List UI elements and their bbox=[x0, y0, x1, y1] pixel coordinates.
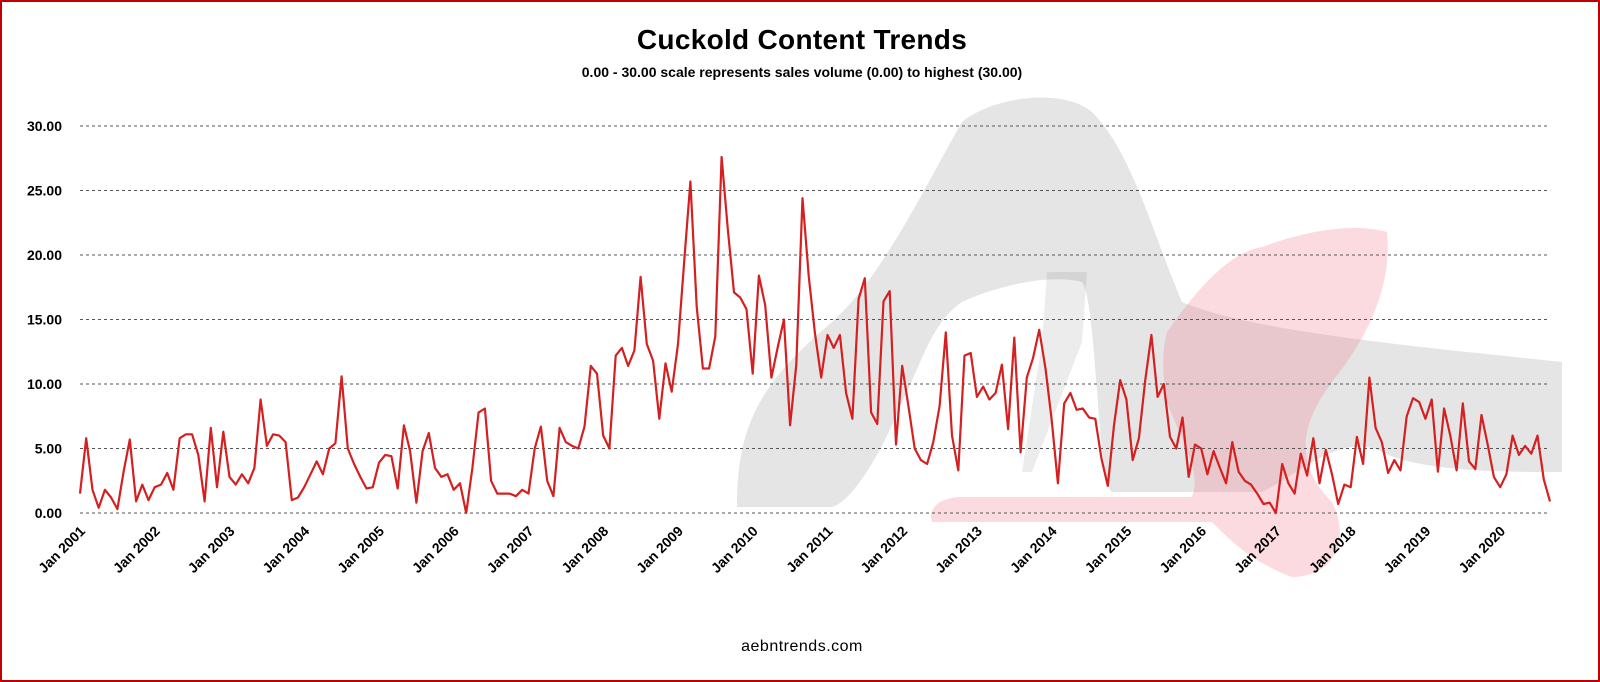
x-tick-label: Jan 2014 bbox=[1007, 523, 1060, 576]
x-tick-label: Jan 2008 bbox=[558, 523, 611, 576]
x-tick-label: Jan 2004 bbox=[259, 523, 312, 576]
series-line bbox=[78, 155, 1552, 515]
y-tick-label: 5.00 bbox=[35, 441, 62, 457]
background-photo bbox=[737, 97, 1562, 577]
chart-subtitle: 0.00 - 30.00 scale represents sales volu… bbox=[581, 64, 1023, 80]
x-tick-label: Jan 2019 bbox=[1380, 523, 1433, 576]
x-tick-label: Jan 2003 bbox=[184, 523, 237, 576]
source-footer: aebntrends.com bbox=[741, 638, 863, 655]
x-tick-label: Jan 2007 bbox=[483, 523, 536, 576]
x-tick-label: Jan 2012 bbox=[857, 523, 910, 576]
y-tick-label: 20.00 bbox=[27, 247, 62, 263]
chart-title: Cuckold Content Trends bbox=[636, 24, 968, 55]
x-tick-label: Jan 2011 bbox=[783, 523, 836, 576]
y-tick-label: 30.00 bbox=[27, 118, 62, 134]
x-tick-label: Jan 2013 bbox=[932, 523, 985, 576]
y-tick-label: 15.00 bbox=[27, 312, 62, 328]
x-tick-label: Jan 2015 bbox=[1081, 523, 1134, 576]
y-tick-label: 10.00 bbox=[27, 376, 62, 392]
series-line-path bbox=[78, 155, 1552, 515]
y-gridlines bbox=[80, 125, 1550, 514]
x-tick-label: Jan 2009 bbox=[633, 523, 686, 576]
y-tick-label: 0.00 bbox=[35, 505, 62, 521]
x-tick-label: Jan 2006 bbox=[409, 523, 462, 576]
y-tick-label: 25.00 bbox=[27, 183, 62, 199]
shoe-image bbox=[737, 97, 1562, 507]
panty-image bbox=[931, 227, 1388, 577]
y-axis-ticks: 0.00 5.00 10.00 15.00 20.00 25.00 30.00 bbox=[27, 118, 62, 521]
x-tick-label: Jan 2005 bbox=[334, 523, 387, 576]
heel-image bbox=[1022, 272, 1087, 472]
x-tick-label: Jan 2001 bbox=[35, 523, 88, 576]
x-tick-label: Jan 2016 bbox=[1156, 523, 1209, 576]
x-tick-label: Jan 2010 bbox=[708, 523, 761, 576]
x-tick-label: Jan 2020 bbox=[1455, 523, 1508, 576]
x-tick-label: Jan 2002 bbox=[110, 523, 163, 576]
